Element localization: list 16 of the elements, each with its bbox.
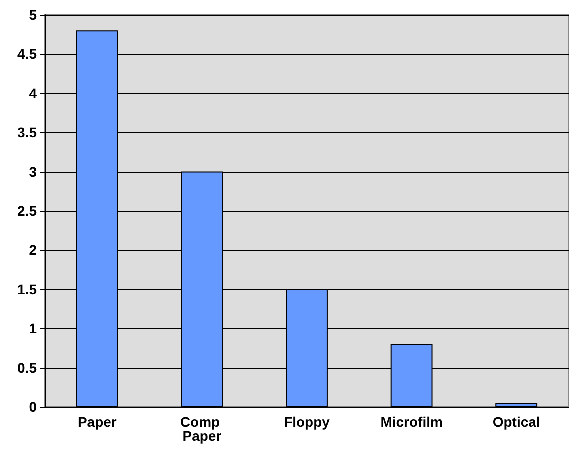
x-tick-label: Optical [492, 414, 540, 430]
x-tick-label: Microfilm [380, 414, 443, 430]
y-tick-label: 0.5 [18, 360, 38, 376]
y-tick-label: 5 [29, 7, 38, 23]
x-tick-label: Paper [78, 414, 118, 430]
y-tick-label: 0 [29, 399, 38, 415]
y-tick-label: 4 [29, 85, 38, 102]
y-tick-label: 2 [29, 242, 38, 258]
y-tick-label: 3.5 [18, 124, 38, 141]
y-tick-label: 1 [29, 320, 38, 337]
y-tick-label: 1.5 [18, 281, 38, 298]
y-tick-label: 3 [29, 164, 38, 180]
x-tick-label: Comp Paper [180, 414, 224, 444]
y-tick-label: 2.5 [18, 203, 38, 219]
x-tick-label: Floppy [284, 414, 330, 430]
y-tick-label: 4.5 [18, 46, 38, 62]
